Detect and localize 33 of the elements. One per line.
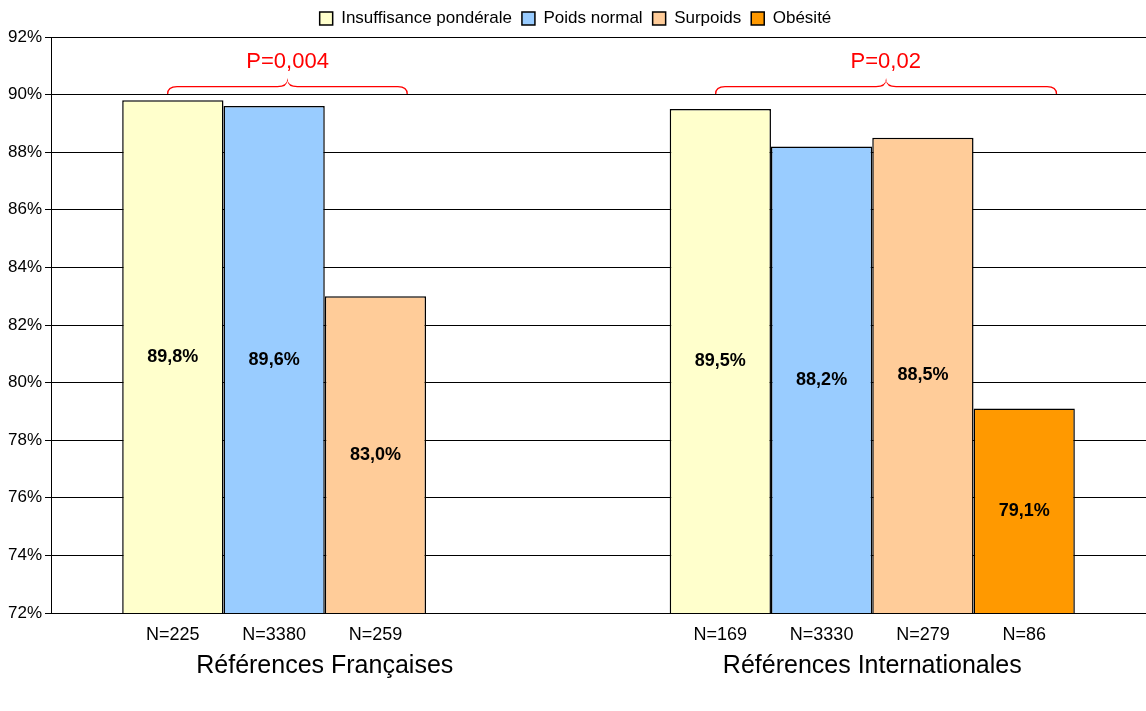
y-tick-label: 90%	[7, 84, 43, 104]
y-tick-label: 74%	[7, 545, 43, 565]
legend-label: Surpoids	[674, 8, 742, 28]
annotation: P=0,02	[850, 48, 921, 74]
x-tick-label: Références Françaises	[196, 649, 454, 678]
y-tick-label: 84%	[7, 257, 43, 277]
y-tick-label: 88%	[7, 141, 43, 161]
text: N=3380	[242, 623, 306, 644]
data-label: 89,5%	[694, 349, 746, 370]
y-tick-label: 76%	[7, 487, 43, 507]
y-tick-label: 86%	[7, 199, 43, 219]
text: N=86	[1002, 623, 1046, 644]
data-label: 83,0%	[349, 443, 401, 464]
legend-label: Insuffisance pondérale	[341, 8, 512, 28]
text: N=3330	[789, 623, 854, 644]
y-tick-label: 82%	[7, 314, 43, 334]
annotation: P=0,004	[246, 48, 329, 74]
x-tick-label: Références Internationales	[722, 649, 1022, 678]
data-label: 89,6%	[248, 348, 300, 369]
data-label: 89,8%	[147, 345, 199, 366]
y-tick-label: 78%	[7, 429, 43, 449]
legend-label: Obésité	[772, 8, 832, 28]
text: N=225	[146, 623, 200, 644]
text: N=279	[896, 623, 950, 644]
y-tick-label: 92%	[7, 26, 43, 46]
text: N=259	[348, 623, 403, 644]
text: N=169	[693, 623, 748, 644]
data-label: 79,1%	[998, 499, 1050, 520]
y-tick-label: 80%	[7, 372, 43, 392]
data-label: 88,2%	[796, 368, 848, 389]
y-tick-label: 72%	[7, 602, 43, 622]
data-label: 88,5%	[897, 364, 949, 385]
legend-label: Poids normal	[543, 8, 643, 28]
